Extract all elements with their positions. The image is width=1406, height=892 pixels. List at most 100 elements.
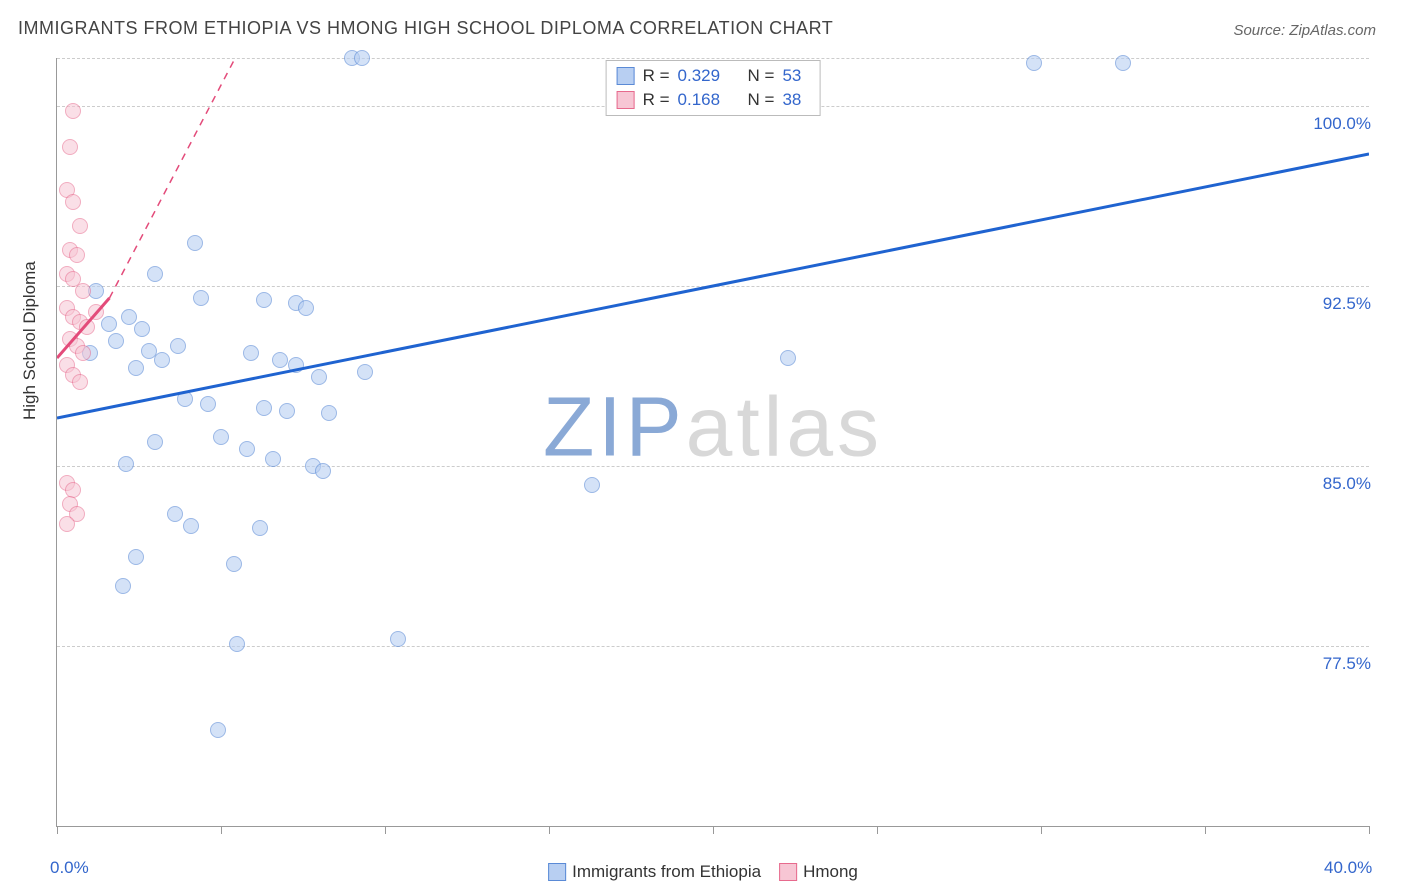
x-tick <box>1041 826 1042 834</box>
n-value: 38 <box>782 90 801 110</box>
gridline <box>57 466 1369 467</box>
data-point <box>311 369 327 385</box>
watermark: ZIPatlas <box>543 378 883 475</box>
series-label: Immigrants from Ethiopia <box>572 862 761 882</box>
data-point <box>177 391 193 407</box>
data-point <box>288 357 304 373</box>
series-swatch <box>617 91 635 109</box>
data-point <box>118 456 134 472</box>
data-point <box>75 345 91 361</box>
data-point <box>780 350 796 366</box>
data-point <box>59 516 75 532</box>
data-point <box>147 266 163 282</box>
data-point <box>256 400 272 416</box>
x-tick <box>221 826 222 834</box>
data-point <box>69 247 85 263</box>
data-point <box>315 463 331 479</box>
data-point <box>62 139 78 155</box>
data-point <box>265 451 281 467</box>
stats-row: R = 0.168 N = 38 <box>617 88 802 112</box>
data-point <box>193 290 209 306</box>
watermark-atlas: atlas <box>686 379 883 473</box>
data-point <box>200 396 216 412</box>
x-tick <box>877 826 878 834</box>
data-point <box>115 578 131 594</box>
r-label: R = <box>643 66 670 86</box>
data-point <box>1115 55 1131 71</box>
data-point <box>390 631 406 647</box>
data-point <box>252 520 268 536</box>
data-point <box>88 304 104 320</box>
y-tick-label: 100.0% <box>1307 114 1371 134</box>
series-swatch <box>548 863 566 881</box>
data-point <box>75 283 91 299</box>
watermark-zip: ZIP <box>543 379 686 473</box>
data-point <box>298 300 314 316</box>
x-tick <box>1369 826 1370 834</box>
legend-item: Immigrants from Ethiopia <box>548 862 761 882</box>
data-point <box>72 218 88 234</box>
series-swatch <box>779 863 797 881</box>
n-label: N = <box>748 90 775 110</box>
data-point <box>229 636 245 652</box>
gridline <box>57 286 1369 287</box>
x-tick <box>57 826 58 834</box>
trend-lines-layer <box>57 58 1369 826</box>
source-attribution: Source: ZipAtlas.com <box>1233 22 1376 39</box>
data-point <box>1026 55 1042 71</box>
data-point <box>256 292 272 308</box>
x-tick-max: 40.0% <box>1324 858 1372 878</box>
data-point <box>584 477 600 493</box>
data-point <box>321 405 337 421</box>
data-point <box>147 434 163 450</box>
data-point <box>213 429 229 445</box>
gridline <box>57 646 1369 647</box>
r-label: R = <box>643 90 670 110</box>
stats-legend: R = 0.329 N = 53 R = 0.168 N = 38 <box>606 60 821 116</box>
series-legend: Immigrants from Ethiopia Hmong <box>548 862 858 882</box>
series-swatch <box>617 67 635 85</box>
y-tick-label: 92.5% <box>1317 294 1371 314</box>
data-point <box>239 441 255 457</box>
data-point <box>183 518 199 534</box>
data-point <box>128 549 144 565</box>
data-point <box>272 352 288 368</box>
data-point <box>79 319 95 335</box>
data-point <box>226 556 242 572</box>
n-value: 53 <box>782 66 801 86</box>
data-point <box>279 403 295 419</box>
legend-item: Hmong <box>779 862 858 882</box>
data-point <box>167 506 183 522</box>
data-point <box>72 374 88 390</box>
data-point <box>65 194 81 210</box>
x-tick <box>1205 826 1206 834</box>
data-point <box>121 309 137 325</box>
y-axis-label: High School Diploma <box>20 261 40 420</box>
gridline <box>57 58 1369 59</box>
data-point <box>101 316 117 332</box>
data-point <box>187 235 203 251</box>
x-tick <box>713 826 714 834</box>
data-point <box>170 338 186 354</box>
r-value: 0.329 <box>678 66 730 86</box>
y-tick-label: 85.0% <box>1317 474 1371 494</box>
data-point <box>243 345 259 361</box>
data-point <box>128 360 144 376</box>
data-point <box>108 333 124 349</box>
y-tick-label: 77.5% <box>1317 654 1371 674</box>
data-point <box>210 722 226 738</box>
data-point <box>357 364 373 380</box>
stats-row: R = 0.329 N = 53 <box>617 64 802 88</box>
x-tick <box>385 826 386 834</box>
x-tick-min: 0.0% <box>50 858 89 878</box>
plot-area: ZIPatlas R = 0.329 N = 53 R = 0.168 N = 38 77.5… <box>56 58 1369 827</box>
data-point <box>134 321 150 337</box>
data-point <box>65 103 81 119</box>
series-label: Hmong <box>803 862 858 882</box>
x-tick <box>549 826 550 834</box>
n-label: N = <box>748 66 775 86</box>
data-point <box>354 50 370 66</box>
chart-title: IMMIGRANTS FROM ETHIOPIA VS HMONG HIGH S… <box>18 18 833 39</box>
r-value: 0.168 <box>678 90 730 110</box>
data-point <box>154 352 170 368</box>
